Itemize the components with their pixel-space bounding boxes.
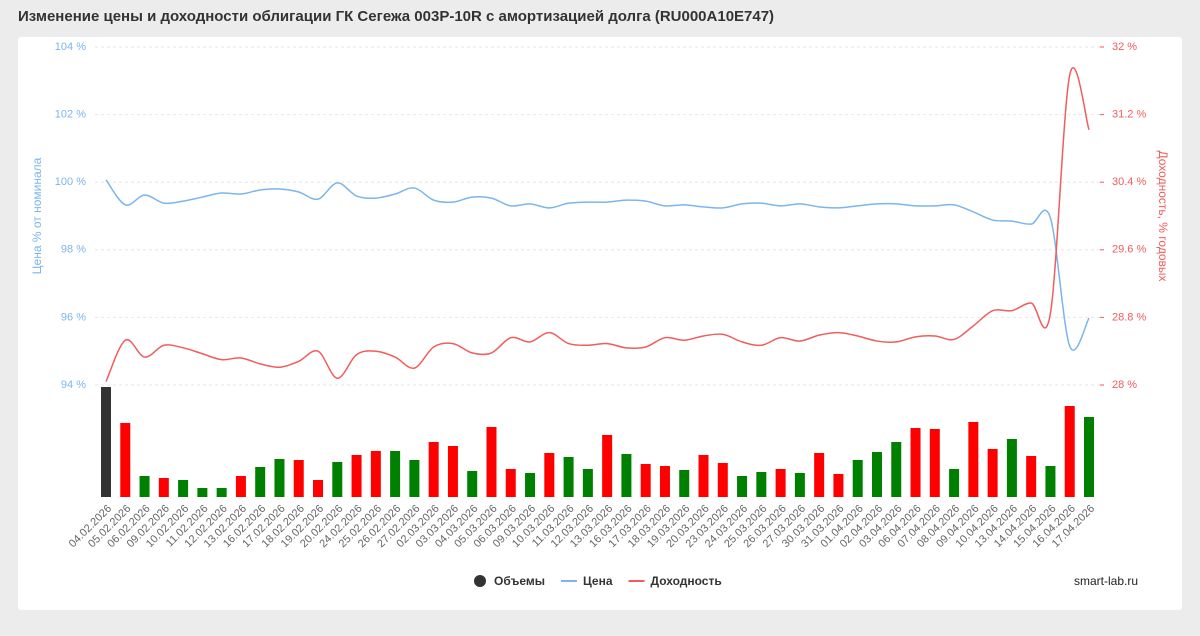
volume-bar — [1026, 456, 1037, 497]
volume-bar — [293, 460, 304, 497]
volume-bar — [332, 462, 343, 497]
y-tick-label: 94 % — [61, 379, 86, 391]
volume-bar — [852, 460, 863, 497]
volume-bar — [158, 478, 169, 497]
y2-tick-label: 31.2 % — [1112, 109, 1146, 121]
volume-bar — [505, 469, 516, 497]
y2-tick-label: 30.4 % — [1112, 176, 1146, 188]
volume-bar — [987, 449, 998, 497]
y2-axis-label: Доходность, % годовых — [1156, 151, 1170, 282]
volume-bar — [602, 435, 613, 497]
y-tick-label: 98 % — [61, 244, 86, 256]
volume-bar — [814, 453, 825, 497]
line-series — [105, 179, 1090, 351]
volume-bar — [775, 469, 786, 497]
volume-bar — [197, 488, 208, 497]
y-tick-label: 100 % — [55, 176, 86, 188]
legend-label: Объемы — [494, 574, 545, 588]
y-axis-label: Цена % от номинала — [30, 157, 44, 274]
volume-bar — [1006, 439, 1017, 497]
volume-bar — [370, 451, 381, 497]
volume-bar — [428, 442, 439, 497]
volume-bar — [1045, 466, 1056, 497]
y2-tick-label: 28.8 % — [1112, 311, 1146, 323]
y-tick-label: 96 % — [61, 311, 86, 323]
y-tick-label: 102 % — [55, 109, 86, 121]
volume-bar — [216, 488, 227, 497]
volume-bar — [274, 459, 285, 497]
y2-tick-label: 32 % — [1112, 41, 1137, 53]
volume-bar — [467, 471, 478, 497]
line-series — [105, 67, 1090, 382]
volume-bar — [929, 429, 940, 497]
volume-bar — [756, 472, 767, 497]
volume-bar — [101, 387, 111, 497]
chart-title: Изменение цены и доходности облигации ГК… — [18, 8, 774, 25]
volume-bar — [563, 457, 574, 497]
volume-bar — [525, 473, 536, 497]
volume-bar — [871, 452, 882, 497]
volume-bar — [486, 427, 497, 497]
volume-bar — [621, 454, 632, 497]
volume-bar — [737, 476, 748, 497]
volume-bar — [1084, 417, 1094, 497]
volume-bar — [178, 480, 189, 497]
volume-bar — [640, 464, 651, 497]
watermark: smart-lab.ru — [1074, 574, 1138, 588]
y2-tick-label: 28 % — [1112, 379, 1137, 391]
volume-bar — [390, 451, 401, 497]
volume-bar — [968, 422, 979, 497]
volume-bar — [139, 476, 150, 497]
volume-bar — [544, 453, 555, 497]
volume-bar — [949, 469, 960, 497]
legend-marker — [474, 575, 486, 587]
y2-tick-label: 29.6 % — [1112, 244, 1146, 256]
plot-panel — [18, 37, 1182, 610]
legend-label: Цена — [583, 574, 613, 588]
y-tick-label: 104 % — [55, 41, 86, 53]
volume-bar — [313, 480, 324, 497]
volume-bar — [891, 442, 902, 497]
volume-bar — [235, 476, 246, 497]
volume-bar — [679, 470, 690, 497]
volume-bar — [447, 446, 458, 497]
volume-bar — [120, 423, 131, 497]
volume-bar — [255, 467, 266, 497]
legend-label: Доходность — [651, 574, 722, 588]
volume-bar — [794, 473, 805, 497]
volume-bar — [409, 460, 420, 497]
volume-bar — [659, 466, 670, 497]
volume-bar — [698, 455, 709, 497]
volume-bar — [1064, 406, 1075, 497]
volume-bar — [717, 463, 728, 497]
volume-bar — [351, 455, 362, 497]
volume-bar — [833, 474, 844, 497]
volume-bar — [910, 428, 921, 497]
volume-bar — [582, 469, 593, 497]
